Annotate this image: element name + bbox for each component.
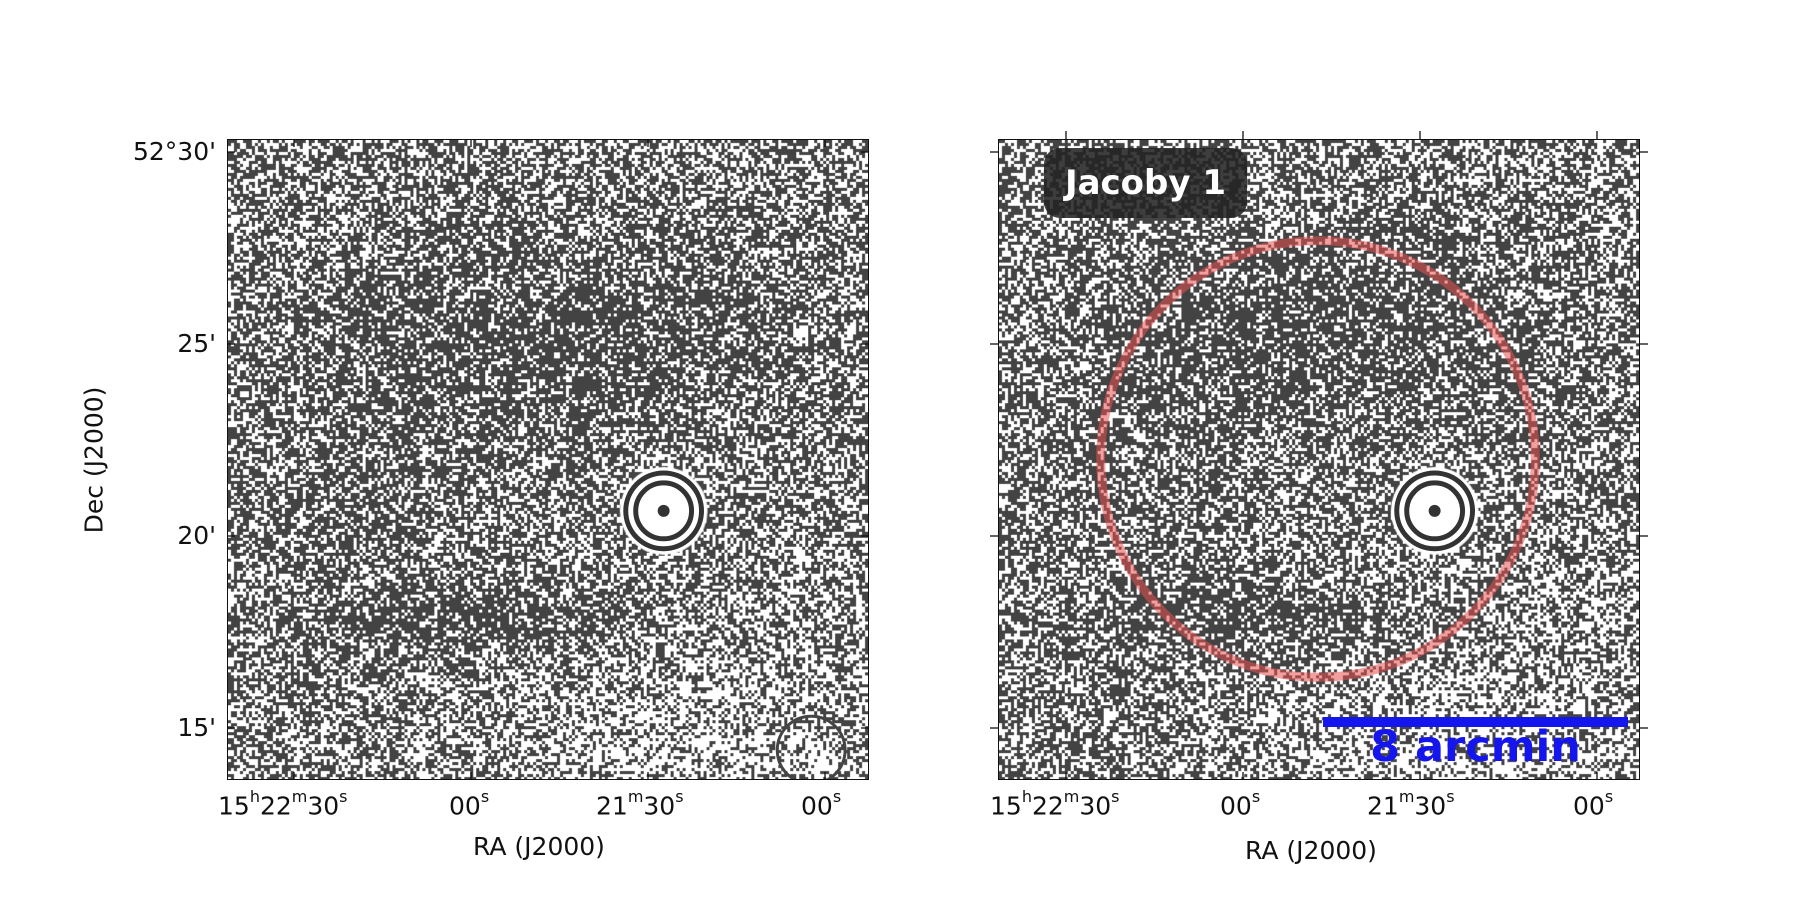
left-x-axis-title: RA (J2000): [473, 832, 605, 861]
left-y-tick-4: 15': [177, 713, 216, 742]
right-x-tick-1: 15h22m30s: [990, 787, 1120, 821]
left-x-tick-3: 21m30s: [596, 787, 684, 821]
left-x-tick-2: 00s: [449, 787, 490, 821]
left-y-tick-2: 25': [177, 329, 216, 358]
scale-bar-label: 8 arcmin: [1370, 722, 1581, 772]
left-star-overlay: [623, 470, 847, 779]
left-x-tick-1: 15h22m30s: [218, 787, 348, 821]
right-x-tick-2: 00s: [1220, 787, 1261, 821]
right-x-tick-4: 00s: [1573, 787, 1614, 821]
right-x-tick-3: 21m30s: [1367, 787, 1455, 821]
nebula-outline-circle: [1096, 236, 1540, 682]
right-overlay: [1096, 236, 1540, 682]
left-y-tick-3: 20': [177, 521, 216, 550]
left-image-panel[interactable]: [227, 139, 869, 780]
faint-star-ring: [775, 714, 847, 779]
bright-star-rings: [623, 470, 705, 552]
left-nebula-image: [228, 140, 868, 779]
object-name-label: Jacoby 1: [1044, 148, 1247, 218]
left-y-tick-1: 52°30': [133, 137, 216, 166]
scale-bar: [1323, 717, 1628, 727]
bright-star-rings: [1394, 470, 1476, 552]
right-x-axis-title: RA (J2000): [1245, 836, 1377, 865]
left-x-tick-4: 00s: [801, 787, 842, 821]
right-image-panel[interactable]: [998, 139, 1640, 780]
left-y-axis-title: Dec (J2000): [79, 386, 109, 534]
